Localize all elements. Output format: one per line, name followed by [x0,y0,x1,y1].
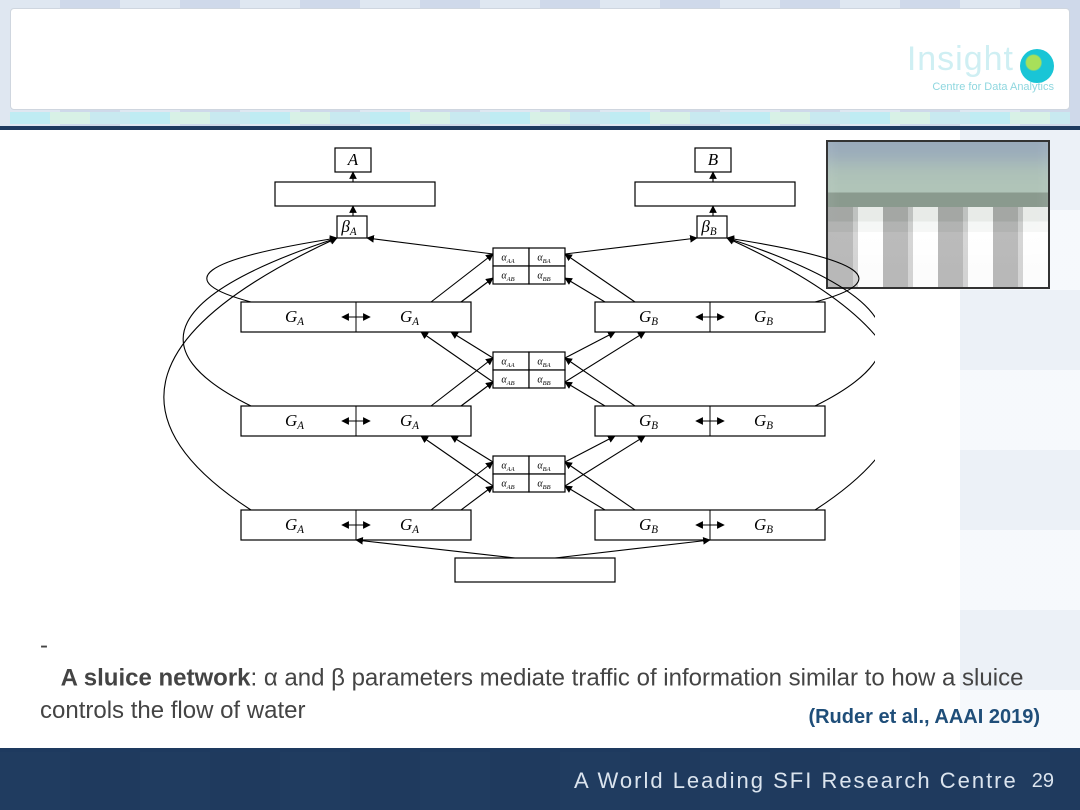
slide: { "brand":{"name":"Insight","tagline":"C… [0,0,1080,810]
header-band: Insight Centre for Data Analytics [0,0,1080,130]
footer-text: A World Leading SFI Research Centre [574,768,1018,794]
header-accent-strip [10,112,1070,124]
brand-name: Insight [907,40,1014,78]
svg-text:B: B [708,150,719,169]
page-number: 29 [1032,770,1054,793]
brand-swirl-icon [1020,49,1054,83]
brand-logo: Insight Centre for Data Analytics [907,40,1054,93]
brand-tagline: Centre for Data Analytics [907,81,1054,93]
caption-lead: A sluice network [61,664,251,691]
footer-band: A World Leading SFI Research Centre 29 [0,748,1080,810]
sluice-network-diagram: ABβAβBαAAαBAαABαBBαAAαBAαABαBBαAAαBAαABα… [155,130,875,610]
svg-text:A: A [347,150,359,169]
citation: (Ruder et al., AAAI 2019) [808,706,1040,729]
content-area: ABβAβBαAAαBAαABαBBαAAαBAαABαBBαAAαBAαABα… [0,130,1080,748]
